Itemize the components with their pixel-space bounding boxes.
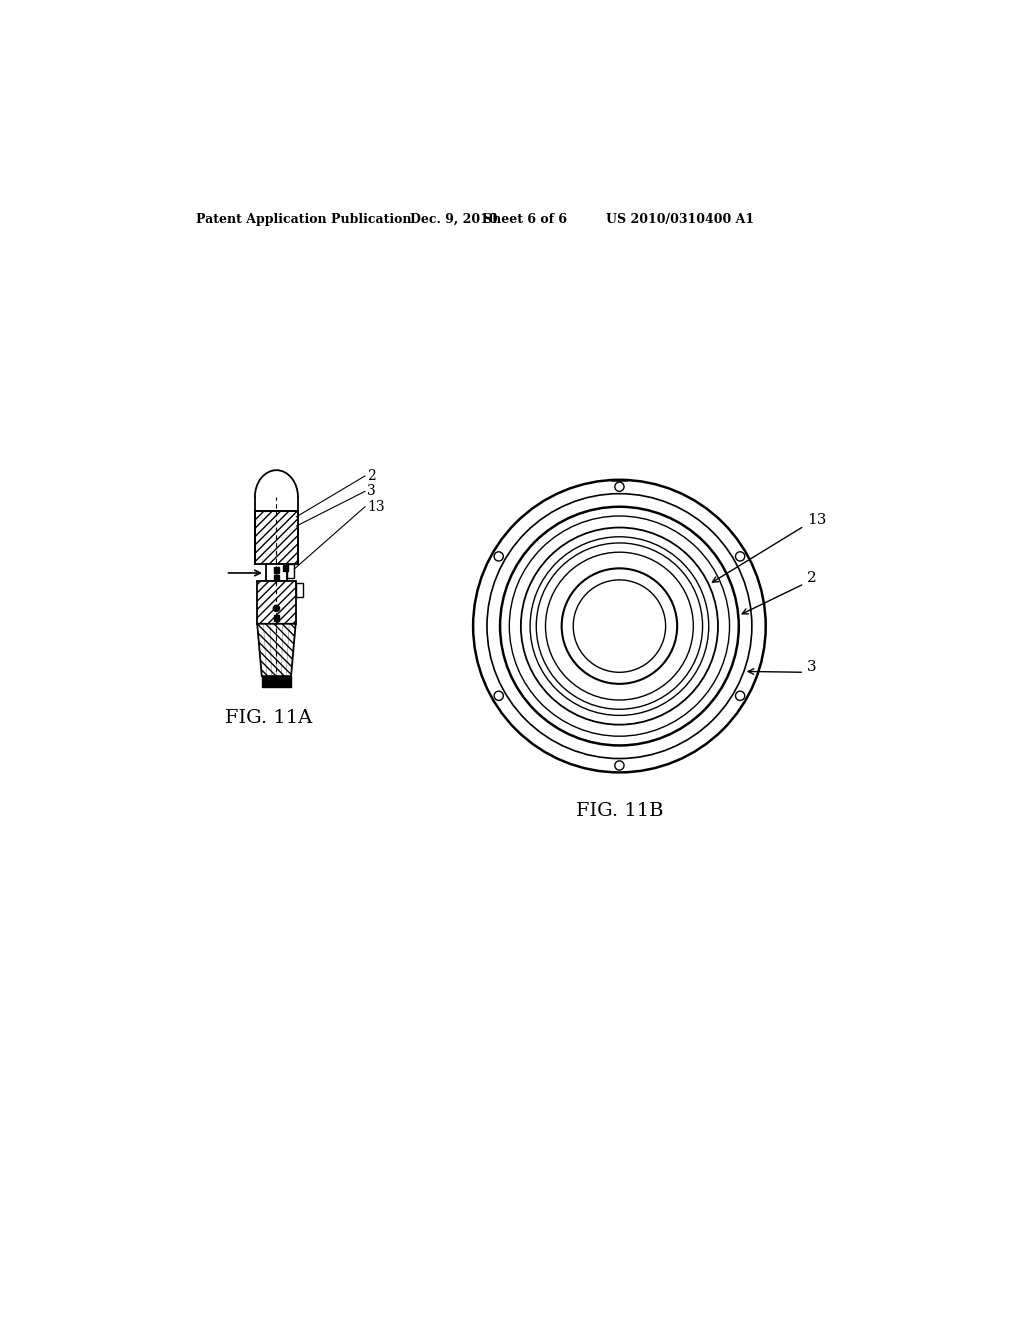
Text: US 2010/0310400 A1: US 2010/0310400 A1 <box>606 213 755 226</box>
Text: 13: 13 <box>807 513 826 528</box>
Polygon shape <box>257 581 296 624</box>
Bar <box>262 676 291 686</box>
Polygon shape <box>255 511 298 565</box>
Bar <box>273 615 280 620</box>
Text: Patent Application Publication: Patent Application Publication <box>196 213 412 226</box>
Text: 13: 13 <box>368 500 385 513</box>
Bar <box>273 568 280 573</box>
Text: 2: 2 <box>368 469 376 483</box>
Text: Dec. 9, 2010: Dec. 9, 2010 <box>410 213 498 226</box>
Bar <box>265 565 287 581</box>
Bar <box>283 565 288 570</box>
Text: FIG. 11A: FIG. 11A <box>225 709 312 727</box>
Text: 2: 2 <box>807 572 817 585</box>
Polygon shape <box>257 624 296 676</box>
Text: FIG. 11B: FIG. 11B <box>575 801 664 820</box>
Bar <box>296 583 303 597</box>
Text: Sheet 6 of 6: Sheet 6 of 6 <box>483 213 567 226</box>
Polygon shape <box>272 605 281 612</box>
Bar <box>287 565 294 578</box>
Text: 3: 3 <box>368 484 376 499</box>
Text: 3: 3 <box>807 660 817 673</box>
Bar <box>273 574 280 579</box>
